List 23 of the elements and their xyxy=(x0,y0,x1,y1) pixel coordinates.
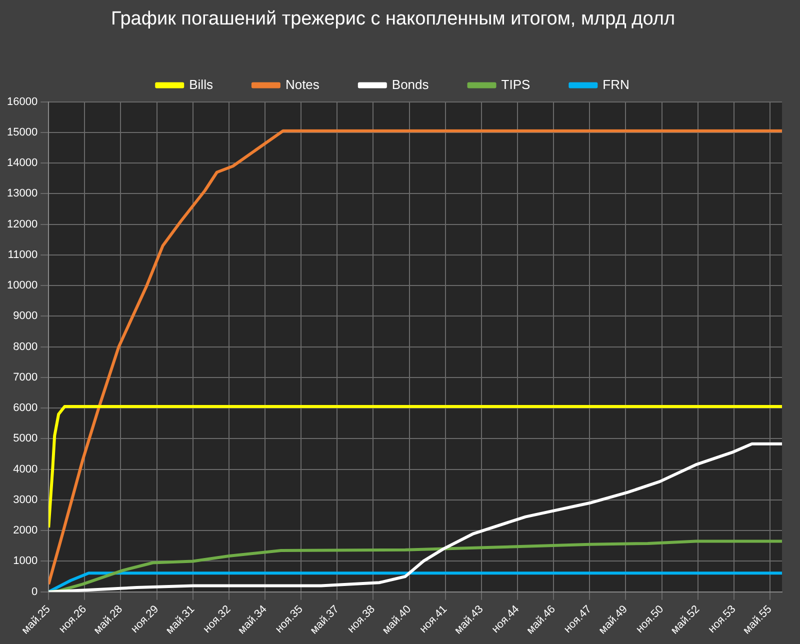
legend-label: TIPS xyxy=(501,76,530,92)
y-tick-label: 7000 xyxy=(13,371,38,384)
legend-label: Notes xyxy=(285,76,320,92)
y-tick-label: 8000 xyxy=(13,340,38,353)
legend-label: Bonds xyxy=(392,76,430,92)
y-tick-label: 2000 xyxy=(13,524,38,537)
y-tick-label: 3000 xyxy=(13,494,38,506)
y-tick-label: 13000 xyxy=(6,188,38,200)
y-tick-label: 12000 xyxy=(6,218,38,230)
legend-label: FRN xyxy=(602,76,630,92)
y-tick-label: 10000 xyxy=(6,280,38,292)
y-tick-label: 1000 xyxy=(13,555,38,568)
chart-title: График погашений трежерис с накопленным итогом, млрд долл xyxy=(110,8,676,30)
y-tick-label: 15000 xyxy=(6,126,38,138)
y-tick-label: 0 xyxy=(31,586,38,598)
y-tick-label: 5000 xyxy=(13,432,38,445)
y-tick-label: 11000 xyxy=(8,248,38,261)
y-tick-label: 14000 xyxy=(6,157,38,170)
y-tick-label: 9000 xyxy=(13,310,38,322)
legend-label: Bills xyxy=(189,76,214,92)
y-tick-label: 6000 xyxy=(13,402,38,414)
y-tick-label: 4000 xyxy=(13,463,38,476)
y-tick-label: 16000 xyxy=(6,96,38,108)
